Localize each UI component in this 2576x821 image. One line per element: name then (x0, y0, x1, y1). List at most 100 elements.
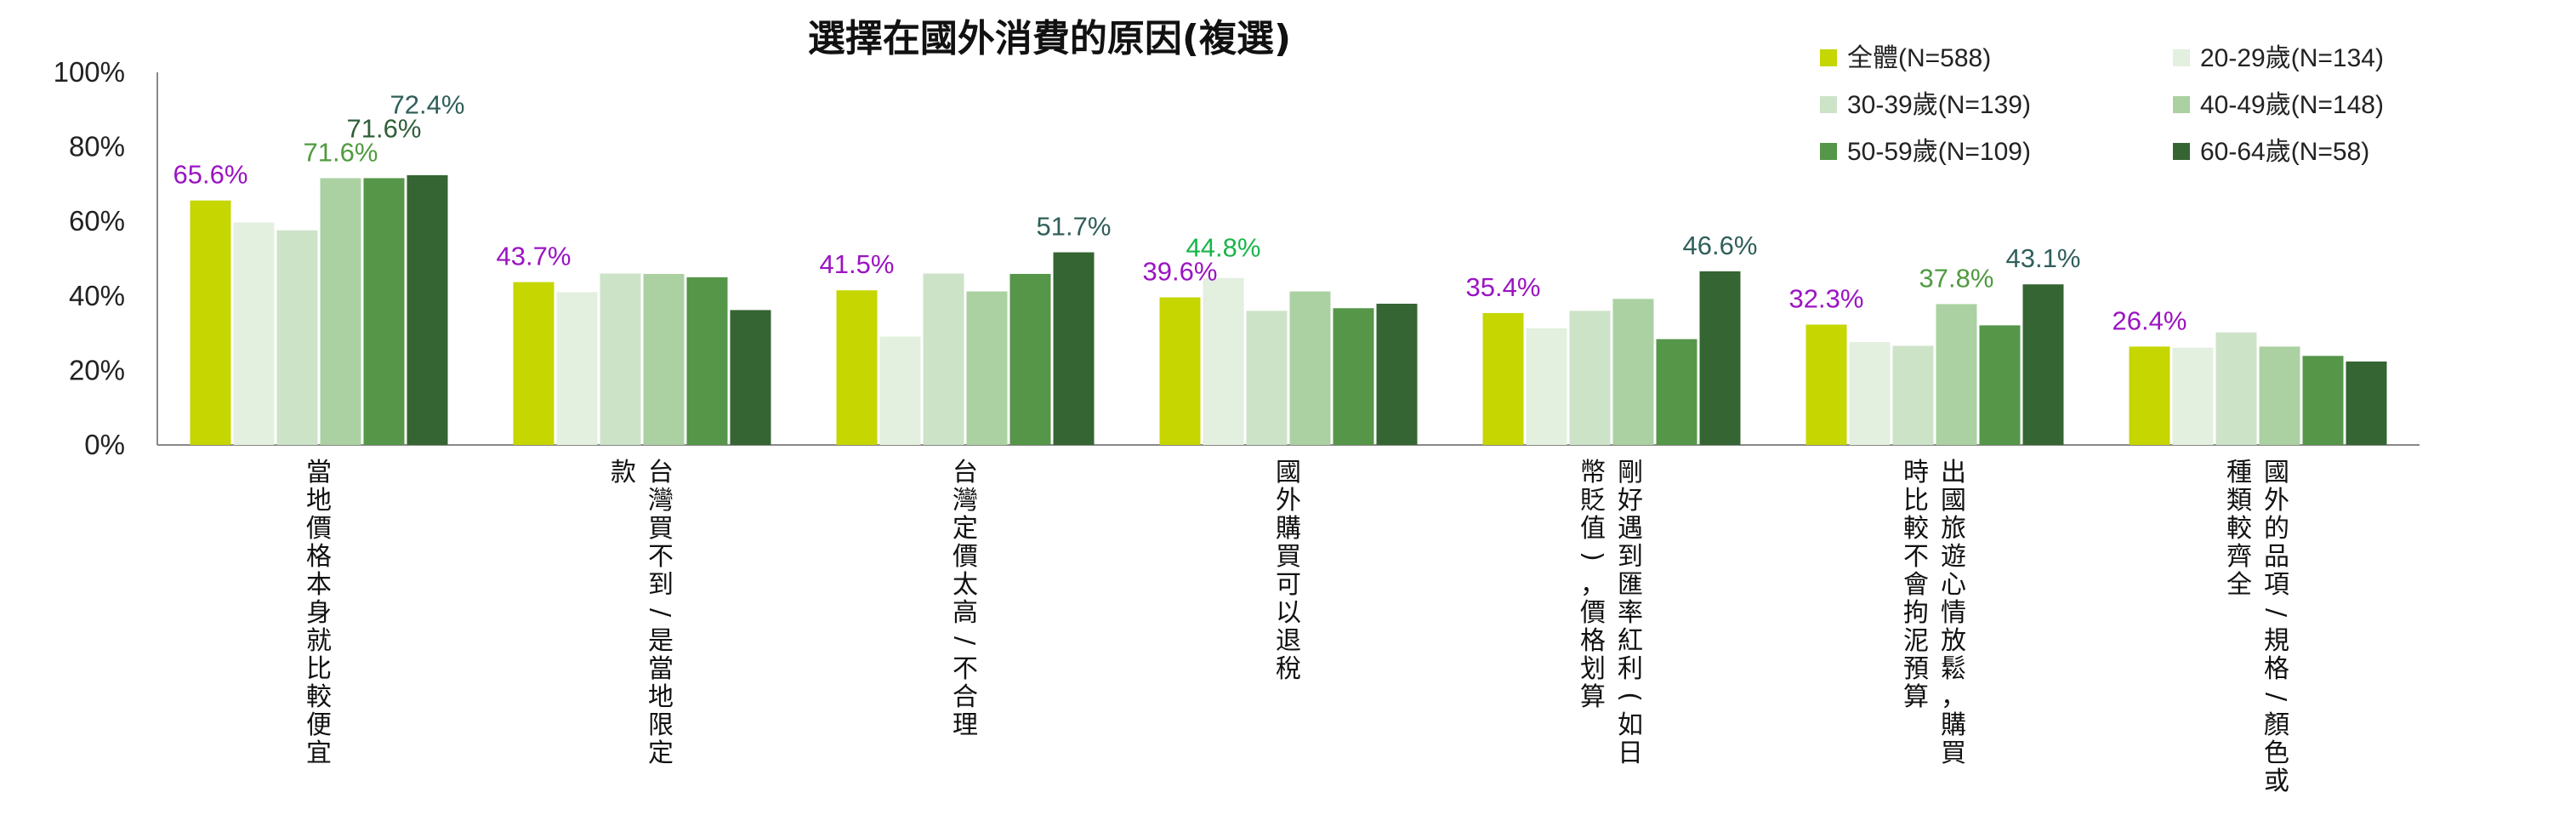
category-label-char: 會 (1903, 570, 1929, 600)
bar (836, 290, 878, 445)
legend-label: 60-64歲(N=58) (2200, 138, 2369, 166)
legend-swatch (1820, 96, 1837, 113)
category-label-char: 格 (2264, 654, 2289, 684)
bar (1979, 325, 2021, 445)
category-label-char: 鬆 (1941, 654, 1966, 684)
category-label-char: 如 (1618, 710, 1643, 740)
category-label-char: 到 (1618, 542, 1643, 572)
bar (686, 277, 728, 445)
bar (233, 222, 275, 445)
category-label-char: / (950, 636, 980, 646)
category-label-char: / (2261, 693, 2291, 702)
category-label-char: 遇 (1618, 514, 1643, 544)
category-label-char: 不 (1903, 542, 1929, 572)
data-labels-layer: 65.6%71.6%71.6%72.4%43.7% 41.5%51.7%39.6%… (173, 89, 2187, 335)
category-label-char: 紅 (1618, 626, 1643, 656)
category-label-char: 的 (2264, 514, 2289, 544)
bar (2346, 361, 2387, 445)
category-label-char: 種 (2226, 458, 2252, 487)
bar (1526, 328, 1567, 445)
bar (513, 282, 554, 445)
category-label-char: 剛 (1618, 458, 1643, 487)
bar (879, 336, 921, 445)
data-label: 26.4% (2113, 305, 2187, 335)
bar (966, 291, 1008, 445)
category-label-char: 價 (306, 514, 332, 544)
category-label-char: 好 (1618, 486, 1643, 516)
category-label-char: 就 (306, 626, 332, 656)
category-label-char: 當 (306, 458, 332, 487)
category-label-char: 格 (306, 542, 332, 572)
bar (320, 178, 361, 445)
bar (1159, 297, 1201, 445)
category-label-char: 情 (1941, 598, 1966, 628)
category-label-char: 算 (1580, 682, 1606, 712)
category-label-char: ( (1615, 692, 1645, 702)
data-label: 43.1% (2006, 243, 2081, 273)
bar (556, 292, 598, 445)
category-label-char: 定 (952, 514, 978, 544)
category-label-char: 當 (648, 654, 674, 684)
category-label-char: 以 (1276, 598, 1301, 628)
data-label: 32.3% (1789, 284, 1864, 314)
y-tick-label: 100% (54, 56, 125, 88)
legend: 全體(N=588) 20-29歲(N=134) 30-39歲(N=139) 40-49… (1820, 44, 2384, 166)
category-label-char: 台 (648, 458, 674, 487)
category-label-char: 國 (2264, 458, 2289, 487)
category-label-char: 顏 (2264, 710, 2289, 740)
legend-label: 40-49歲(N=148) (2200, 91, 2384, 119)
legend-label: 20-29歲(N=134) (2200, 44, 2384, 72)
category-label-char: 地 (306, 486, 332, 516)
category-label-char: 匯 (1618, 570, 1643, 600)
bar (1333, 308, 1374, 445)
bar (1376, 303, 1418, 445)
category-label-char: 理 (952, 710, 978, 740)
category-label-char: 灣 (952, 486, 978, 516)
category-label-char: 太 (952, 570, 978, 600)
bar (730, 310, 771, 445)
bar (1612, 299, 1654, 445)
category-label-char: ， (1580, 570, 1606, 600)
y-tick-label: 0% (84, 429, 125, 460)
bar (923, 273, 964, 445)
category-label-char: 時 (1903, 458, 1929, 487)
category-label-char: 預 (1903, 654, 1929, 684)
category-label-char: 比 (1903, 486, 1929, 516)
category-label-char: 外 (1276, 486, 1301, 516)
bar (2215, 332, 2257, 445)
data-label: 44.8% (1186, 233, 1261, 263)
category-label-char: 價 (952, 542, 978, 572)
category-label-char: 划 (1580, 654, 1606, 684)
category-label-char: / (2261, 608, 2291, 618)
category-label-char: ) (1578, 551, 1607, 562)
category-label-char: 較 (1903, 514, 1929, 544)
bar (1892, 345, 1934, 445)
data-label: 71.6% (304, 137, 378, 167)
category-label-char: 規 (2264, 626, 2289, 656)
category-label-char: 或 (2264, 767, 2289, 796)
category-label-char: 灣 (648, 486, 674, 516)
legend-label: 30-39歲(N=139) (1847, 91, 2031, 119)
bar (643, 273, 685, 445)
legend-swatch (2173, 49, 2190, 66)
category-label-char: 國 (1276, 458, 1301, 487)
category-label-char: 本 (306, 570, 332, 600)
bar (1936, 304, 1977, 445)
category-label-char: 較 (306, 682, 332, 712)
category-label-char: 身 (306, 598, 332, 628)
data-label: 39.6% (1143, 257, 1218, 287)
category-label-char: 不 (648, 542, 674, 572)
legend-swatch (1820, 143, 1837, 160)
bar (1849, 342, 1891, 445)
category-label-char: 值 (1580, 514, 1606, 544)
y-tick-label: 40% (69, 280, 125, 311)
y-tick-label: 60% (69, 205, 125, 237)
category-label-char: 出 (1941, 458, 1966, 487)
bar (407, 174, 448, 445)
category-label-char: 全 (2226, 570, 2252, 600)
category-label-char: 合 (952, 682, 978, 712)
category-label-char: 齊 (2226, 542, 2252, 572)
category-label-char: 外 (2264, 486, 2289, 516)
bar (363, 178, 405, 445)
category-label-char: 類 (2226, 486, 2252, 516)
